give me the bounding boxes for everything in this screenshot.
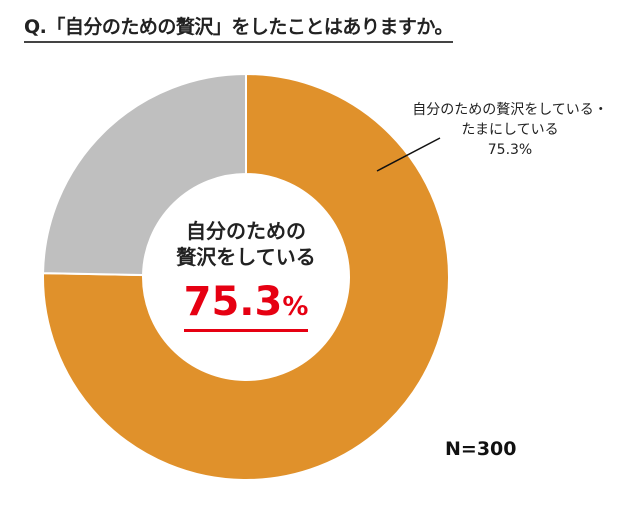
center-text-line2: 贅沢をしている	[176, 245, 316, 269]
center-value-unit: %	[282, 292, 309, 322]
sample-size: N=300	[445, 438, 517, 460]
center-value: 75.3%	[183, 279, 309, 332]
center-label: 自分のための 贅沢をしている 75.3%	[146, 218, 346, 332]
donut-slice-1	[42, 72, 247, 277]
annotation-leader-line	[376, 137, 441, 172]
annotation-line2: たまにしている	[461, 122, 559, 138]
center-text-line1: 自分のための	[186, 219, 306, 243]
center-value-number: 75.3	[183, 279, 283, 325]
annotation-line1: 自分のための贅沢をしている・	[412, 102, 608, 118]
slice-annotation: 自分のための贅沢をしている・ たまにしている 75.3%	[395, 100, 625, 160]
donut-slice-0	[42, 72, 450, 481]
annotation-value: 75.3%	[487, 142, 533, 158]
chart-title: Q.「自分のための贅沢」をしたことはありますか。	[24, 12, 454, 43]
